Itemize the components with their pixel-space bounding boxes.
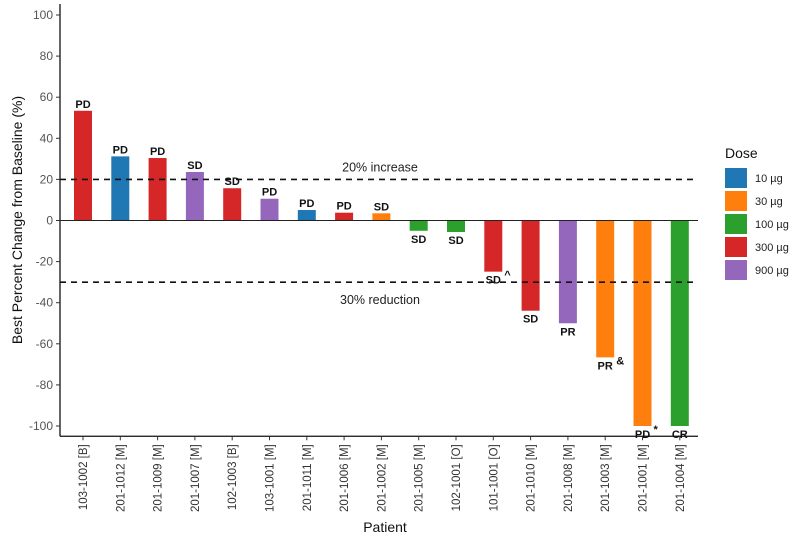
- bar-201-1007: [185, 172, 204, 221]
- bar-103-1002: [74, 110, 92, 221]
- legend-swatch: [725, 237, 747, 257]
- x-axis-title: Patient: [363, 519, 407, 535]
- reference-lines-group: 20% increase 30% reduction: [60, 160, 698, 307]
- bar-201-1002: [372, 213, 391, 221]
- bar-201-1012: [111, 156, 130, 221]
- legend-title: Dose: [725, 145, 758, 161]
- y-tick-label: 80: [40, 49, 54, 63]
- x-tick-label: 201-1001 [M]: [638, 444, 650, 512]
- bar-101-1001: [484, 220, 503, 272]
- legend-label: 30 µg: [755, 196, 783, 208]
- y-tick-label: -40: [36, 296, 54, 310]
- bar-label: SD: [448, 235, 463, 247]
- legend-swatch: [725, 191, 747, 211]
- y-axis-title: Best Percent Change from Baseline (%): [9, 96, 25, 344]
- bar-201-1006: [335, 212, 354, 221]
- bar-label-footnote-marker: *: [654, 424, 659, 436]
- bar-201-1009: [148, 158, 167, 221]
- legend-label: 300 µg: [755, 242, 789, 254]
- axes-group: 100 80 60 40 20 0 -20 -40 -60 -80 -100 103-1002 [B]…: [29, 4, 698, 512]
- bar-201-1011: [297, 210, 316, 221]
- bar-label: SD: [187, 160, 202, 172]
- bars-group: [74, 110, 689, 426]
- bar-label: PD: [635, 429, 650, 441]
- legend-label: 10 µg: [755, 173, 783, 185]
- legend: Dose 10 µg 30 µg 100 µg 300 µg 900 µg: [725, 145, 789, 280]
- bar-label: SD: [411, 234, 426, 246]
- bar-label: SD: [486, 275, 501, 287]
- x-tick-label: 201-1012 [M]: [115, 444, 127, 512]
- bar-201-1010: [521, 220, 540, 311]
- y-tick-label: 40: [40, 131, 54, 145]
- bar-label: PR: [560, 326, 575, 338]
- y-tick-label: 60: [40, 90, 54, 104]
- y-tick-label: 100: [33, 8, 53, 22]
- x-tick-label: 201-1003 [M]: [600, 444, 612, 512]
- bar-201-1005: [409, 220, 428, 231]
- bar-201-1008: [558, 220, 577, 324]
- bar-label: PD: [262, 187, 277, 199]
- legend-label: 100 µg: [755, 219, 789, 231]
- legend-swatch: [725, 168, 747, 188]
- bar-label-footnote-marker: &: [616, 355, 624, 367]
- reference-line-label: 20% increase: [342, 160, 418, 174]
- bar-label: SD: [523, 314, 538, 326]
- y-tick-label: -80: [36, 378, 54, 392]
- bar-label: CR: [672, 429, 688, 441]
- bar-label: PD: [113, 144, 128, 156]
- bar-label: SD: [225, 176, 240, 188]
- x-tick-label: 201-1005 [M]: [414, 444, 426, 512]
- x-tick-label: 201-1009 [M]: [153, 444, 165, 512]
- legend-label: 900 µg: [755, 265, 789, 277]
- y-tick-label: 0: [46, 214, 53, 228]
- bar-label: PD: [75, 99, 90, 111]
- bar-label: PR: [598, 360, 613, 372]
- x-tick-label: 102-1003 [B]: [227, 444, 239, 510]
- bar-label: PD: [299, 198, 314, 210]
- bar-201-1003: [596, 220, 615, 358]
- x-tick-label: 201-1010 [M]: [526, 444, 538, 512]
- reference-line-label: 30% reduction: [340, 293, 420, 307]
- y-tick-label: -60: [36, 337, 54, 351]
- legend-swatch: [725, 260, 747, 280]
- bar-201-1004: [670, 220, 689, 426]
- x-tick-label: 102-1001 [O]: [451, 444, 463, 511]
- x-tick-label: 201-1011 [M]: [302, 444, 314, 511]
- x-tick-label: 103-1001 [M]: [265, 444, 277, 512]
- x-tick-label: 201-1008 [M]: [563, 444, 575, 512]
- bar-label: SD: [374, 201, 389, 213]
- x-tick-label: 201-1004 [M]: [675, 444, 687, 512]
- bar-label: PD: [336, 201, 351, 213]
- legend-swatch: [725, 214, 747, 234]
- x-tick-label: 201-1007 [M]: [190, 444, 202, 512]
- bar-label-footnote-marker: ^: [504, 270, 511, 282]
- x-tick-label: 103-1002 [B]: [78, 444, 90, 510]
- bar-103-1001: [260, 198, 279, 221]
- y-tick-label: 20: [40, 172, 54, 186]
- x-tick-label: 101-1001 [O]: [488, 444, 500, 511]
- bar-label: PD: [150, 146, 165, 158]
- y-tick-label: -20: [36, 255, 54, 269]
- x-tick-label: 201-1002 [M]: [376, 444, 388, 512]
- bar-102-1003: [223, 188, 242, 221]
- bar-201-1001: [633, 220, 652, 426]
- y-tick-label: -100: [29, 419, 53, 433]
- bar-102-1001: [447, 220, 465, 233]
- x-tick-label: 201-1006 [M]: [339, 444, 351, 512]
